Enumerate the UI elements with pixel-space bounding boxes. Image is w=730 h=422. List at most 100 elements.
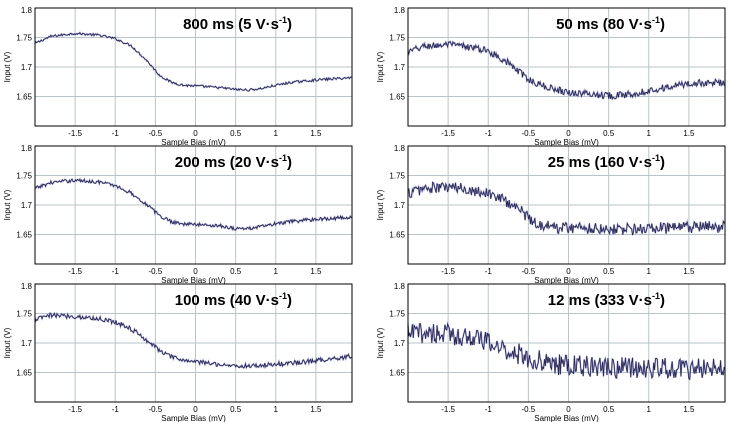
- y-tick-label: 1.7: [394, 201, 406, 210]
- series-trace: [34, 31, 353, 92]
- x-tick-label: -1: [485, 267, 493, 276]
- x-tick-label: -1: [112, 129, 120, 138]
- y-axis-label: Input (V): [3, 327, 12, 358]
- panel-title: 800 ms (5 V·s-1): [183, 15, 292, 33]
- series-trace: [407, 322, 726, 380]
- y-tick-label: 1.65: [16, 369, 32, 378]
- y-axis-label: Input (V): [376, 189, 385, 220]
- x-tick-label: 0: [566, 129, 571, 138]
- x-tick-label: 1.5: [310, 267, 322, 276]
- chart-panel-4: -1.5 -1 -0.5 0 0.5 1 1.5 1.65 1.7 1.75 1.8 Sample B…: [376, 144, 726, 285]
- x-tick-label: -1: [112, 267, 120, 276]
- x-tick-label: -0.5: [521, 405, 535, 414]
- chart-panel-5: -1.5 -1 -0.5 0 0.5 1 1.5 1.65 1.7 1.75 1.8 Sample B…: [3, 282, 353, 422]
- panel-title: 200 ms (20 V·s-1): [175, 153, 292, 171]
- y-axis-label: Input (V): [376, 327, 385, 358]
- y-tick-label: 1.7: [21, 63, 33, 72]
- y-tick-label: 1.75: [16, 172, 32, 181]
- x-tick-label: -1.5: [441, 405, 455, 414]
- x-tick-label: -0.5: [521, 267, 535, 276]
- x-tick-label: 1.5: [683, 405, 695, 414]
- y-tick-label: 1.8: [21, 6, 33, 15]
- x-tick-label: -1: [485, 129, 493, 138]
- series-trace: [34, 312, 353, 369]
- x-tick-label: -1.5: [68, 267, 82, 276]
- x-axis-label: Sample Bias (mV): [534, 138, 599, 147]
- y-axis-label: Input (V): [3, 189, 12, 220]
- plot-frame: [34, 283, 353, 403]
- x-tick-label: 1: [274, 405, 279, 414]
- x-tick-label: -0.5: [148, 267, 162, 276]
- x-tick-label: -0.5: [148, 129, 162, 138]
- x-tick-label: -1.5: [441, 129, 455, 138]
- x-tick-label: -1: [112, 405, 120, 414]
- plot-frame: [34, 7, 353, 127]
- y-tick-label: 1.8: [21, 144, 33, 153]
- x-tick-label: 1: [274, 129, 279, 138]
- y-tick-label: 1.8: [394, 144, 406, 153]
- plot-frame: [407, 283, 726, 403]
- x-tick-label: 1.5: [310, 405, 322, 414]
- y-tick-label: 1.75: [389, 310, 405, 319]
- x-tick-label: 0.5: [230, 267, 242, 276]
- y-tick-label: 1.75: [389, 34, 405, 43]
- x-tick-label: 1.5: [683, 129, 695, 138]
- panel-title: 100 ms (40 V·s-1): [175, 291, 292, 309]
- y-tick-label: 1.7: [394, 339, 406, 348]
- x-axis-label: Sample Bias (mV): [161, 276, 226, 285]
- x-tick-label: 1.5: [683, 267, 695, 276]
- y-tick-label: 1.65: [389, 369, 405, 378]
- x-tick-label: 0.5: [603, 405, 615, 414]
- y-tick-label: 1.65: [16, 93, 32, 102]
- x-tick-label: 0.5: [230, 129, 242, 138]
- x-tick-label: -1.5: [68, 405, 82, 414]
- x-tick-label: 1.5: [310, 129, 322, 138]
- chart-panel-1: -1.5 -1 -0.5 0 0.5 1 1.5 1.65 1.7 1.75 1.8 Sample B…: [3, 6, 353, 147]
- x-axis-label: Sample Bias (mV): [534, 276, 599, 285]
- x-tick-label: 1: [647, 267, 652, 276]
- x-tick-label: 0.5: [230, 405, 242, 414]
- x-tick-label: 1: [647, 405, 652, 414]
- y-tick-label: 1.65: [389, 231, 405, 240]
- y-tick-label: 1.75: [16, 310, 32, 319]
- x-tick-label: 0.5: [603, 129, 615, 138]
- series-trace-shadow: [34, 311, 353, 370]
- x-tick-label: 0: [193, 405, 198, 414]
- plot-frame: [407, 145, 726, 265]
- panel-title: 12 ms (333 V·s-1): [548, 291, 665, 309]
- x-tick-label: -1.5: [68, 129, 82, 138]
- x-tick-label: 0: [193, 267, 198, 276]
- series-trace-shadow: [407, 320, 726, 381]
- x-tick-label: 1: [647, 129, 652, 138]
- x-axis-label: Sample Bias (mV): [161, 414, 226, 422]
- x-tick-label: -1: [485, 405, 493, 414]
- chart-panel-6: -1.5 -1 -0.5 0 0.5 1 1.5 1.65 1.7 1.75 1.8 Sample B…: [376, 282, 726, 422]
- x-tick-label: -0.5: [148, 405, 162, 414]
- x-tick-label: 0: [193, 129, 198, 138]
- series-trace: [407, 40, 726, 100]
- y-tick-label: 1.7: [21, 201, 33, 210]
- plot-frame: [34, 145, 353, 265]
- plot-frame: [407, 7, 726, 127]
- x-tick-label: -0.5: [521, 129, 535, 138]
- panel-title: 25 ms (160 V·s-1): [548, 153, 665, 171]
- chart-panel-3: -1.5 -1 -0.5 0 0.5 1 1.5 1.65 1.7 1.75 1.8 Sample B…: [3, 144, 353, 285]
- y-tick-label: 1.8: [394, 6, 406, 15]
- x-tick-label: 0: [566, 405, 571, 414]
- x-tick-label: -1.5: [441, 267, 455, 276]
- y-tick-label: 1.8: [394, 282, 406, 291]
- y-tick-label: 1.7: [21, 339, 33, 348]
- series-trace: [34, 178, 353, 231]
- x-tick-label: 0.5: [603, 267, 615, 276]
- y-axis-label: Input (V): [3, 51, 12, 82]
- y-tick-label: 1.75: [389, 172, 405, 181]
- y-tick-label: 1.65: [16, 231, 32, 240]
- y-tick-label: 1.7: [394, 63, 406, 72]
- panel-title: 50 ms (80 V·s-1): [556, 15, 665, 33]
- series-trace: [407, 181, 726, 236]
- chart-panel-2: -1.5 -1 -0.5 0 0.5 1 1.5 1.65 1.7 1.75 1.8 Sample B…: [376, 6, 726, 147]
- y-axis-label: Input (V): [376, 51, 385, 82]
- series-trace-shadow: [34, 31, 353, 92]
- x-axis-label: Sample Bias (mV): [161, 138, 226, 147]
- x-axis-label: Sample Bias (mV): [534, 414, 599, 422]
